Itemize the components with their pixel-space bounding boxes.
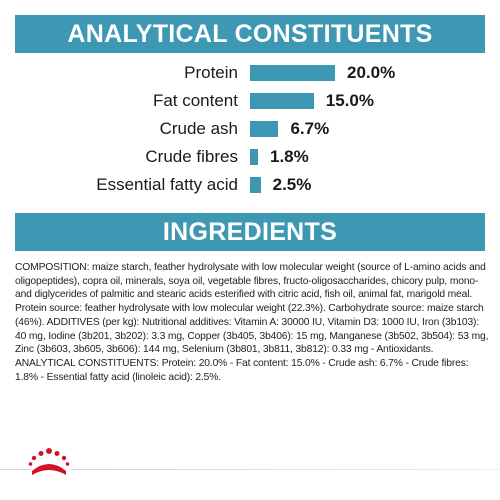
constituent-label: Crude fibres [145, 147, 238, 166]
constituent-value: 15.0% [325, 91, 374, 110]
constituent-value: 1.8% [270, 147, 309, 166]
constituent-bar [250, 65, 335, 81]
constituent-label: Crude ash [159, 119, 238, 138]
constituent-row: Fat content 15.0% [0, 90, 500, 112]
constituent-label: Protein [184, 63, 238, 82]
analytical-constituents-title: ANALYTICAL CONSTITUENTS [15, 15, 485, 53]
constituent-bar [250, 121, 279, 137]
constituent-value: 6.7% [290, 119, 330, 138]
ingredients-title: INGREDIENTS [15, 213, 485, 251]
constituent-row: Crude fibres 1.8% [0, 146, 500, 168]
constituent-row: Crude ash 6.7% [0, 118, 500, 140]
constituent-bar [250, 149, 258, 165]
ingredients-text: COMPOSITION: maize starch, feather hydro… [15, 262, 489, 383]
constituent-bar [250, 177, 261, 193]
constituent-bar [250, 93, 314, 109]
constituent-value: 2.5% [272, 175, 312, 194]
crown-icon [28, 448, 70, 475]
constituent-value: 20.0% [347, 63, 396, 82]
constituent-row: Essential fatty acid 2.5% [0, 174, 500, 196]
constituent-row: Protein 20.0% [0, 62, 500, 84]
footer-divider [0, 469, 500, 470]
constituent-label: Essential fatty acid [96, 175, 238, 194]
constituent-label: Fat content [152, 91, 238, 110]
